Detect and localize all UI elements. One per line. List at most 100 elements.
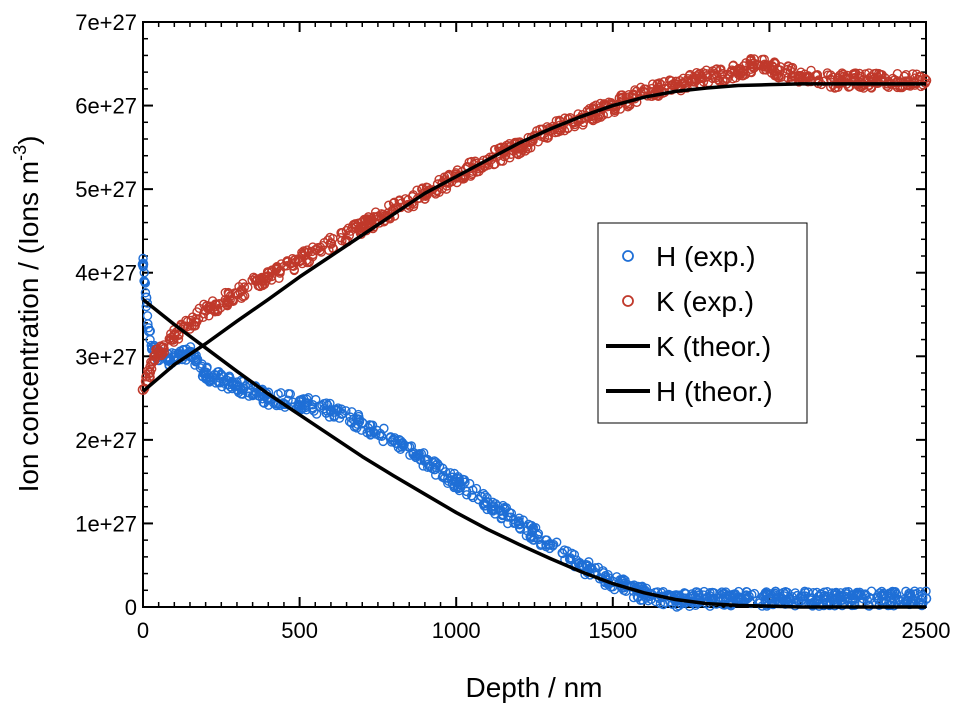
data-point (848, 69, 859, 79)
data-point (482, 492, 492, 503)
data-point (347, 407, 357, 417)
legend-items: H (exp.) K (exp.) K (theor.) H (theor.) (606, 241, 773, 407)
data-point (250, 276, 261, 286)
series-layer (137, 53, 932, 612)
data-point (354, 411, 364, 422)
series-k-exp (137, 53, 932, 396)
data-point (394, 196, 404, 206)
y-tick-label: 5e+27 (75, 177, 137, 202)
data-point (395, 444, 406, 455)
data-point (178, 345, 188, 355)
data-point (352, 423, 362, 433)
data-point (624, 90, 634, 100)
data-point (727, 65, 737, 75)
data-point (300, 247, 310, 257)
data-point (514, 513, 524, 523)
data-point (153, 349, 163, 360)
data-point (336, 409, 347, 419)
data-point (302, 394, 312, 405)
data-point (252, 274, 262, 285)
data-point (389, 433, 400, 443)
data-point (635, 595, 646, 606)
data-point (745, 55, 756, 65)
data-point (746, 67, 757, 78)
data-point (223, 380, 233, 390)
data-point (598, 110, 608, 120)
data-point (822, 68, 833, 78)
data-point (827, 588, 837, 598)
data-point (302, 257, 312, 268)
data-point (289, 264, 299, 275)
data-point (764, 60, 774, 70)
data-point (548, 539, 559, 550)
legend-label: H (theor.) (656, 376, 773, 407)
data-point (877, 70, 887, 80)
data-point (527, 525, 537, 535)
data-point (325, 232, 335, 243)
data-point (158, 342, 169, 352)
data-point (434, 461, 445, 472)
data-point (202, 363, 212, 374)
data-point (782, 64, 793, 75)
legend-marker (622, 250, 634, 262)
y-axis-title-close: ) (13, 136, 44, 145)
data-point (364, 215, 375, 225)
data-point (441, 184, 452, 194)
data-point (748, 63, 759, 73)
data-point (222, 375, 232, 386)
data-point (438, 471, 449, 481)
data-point (678, 78, 688, 89)
data-point (238, 389, 248, 399)
data-point (428, 457, 438, 468)
data-point (348, 219, 359, 230)
data-point (648, 79, 658, 89)
data-point (192, 354, 203, 365)
data-point (197, 361, 207, 372)
data-point (220, 287, 231, 298)
data-point (308, 400, 318, 410)
legend-item-k-theor: K (theor.) (606, 331, 771, 362)
y-tick-labels: 0 1e+27 2e+27 3e+27 4e+27 5e+27 6e+27 7e+27 (75, 10, 137, 620)
data-point (215, 303, 226, 313)
data-point (740, 594, 751, 605)
y-axis-title-superscript: -3 (10, 145, 30, 161)
data-point (882, 81, 892, 91)
x-axis-title: Depth / nm (466, 672, 603, 703)
data-point (293, 254, 303, 264)
legend-item-h-theor: H (theor.) (606, 376, 773, 407)
data-point (376, 431, 387, 442)
legend-label: H (exp.) (656, 241, 756, 272)
series-line-h-theor (141, 298, 926, 609)
data-point (490, 144, 500, 155)
data-point (489, 159, 499, 170)
legend-item-h-exp: H (exp.) (622, 241, 756, 272)
data-point (453, 483, 464, 494)
data-point (195, 363, 206, 373)
data-point (266, 271, 277, 282)
data-point (387, 435, 398, 446)
data-point (191, 314, 201, 324)
data-point (808, 600, 819, 610)
data-point (886, 587, 896, 598)
data-point (889, 587, 900, 598)
data-point (449, 468, 460, 479)
data-point (289, 255, 300, 265)
y-tick-label: 4e+27 (75, 261, 137, 286)
data-point (223, 287, 233, 298)
data-point (593, 113, 603, 123)
data-point (905, 81, 915, 91)
data-point (802, 72, 812, 83)
data-point (310, 394, 321, 405)
data-point (298, 394, 309, 404)
data-point (331, 404, 341, 415)
y-tick-label: 7e+27 (75, 10, 137, 35)
data-point (499, 502, 510, 513)
y-axis-title-main: Ion concentration / (Ions m (13, 161, 44, 493)
data-point (800, 588, 811, 598)
legend-marker (622, 295, 634, 307)
x-tick-label: 2000 (745, 618, 794, 643)
data-point (462, 490, 472, 500)
axis-ticks (142, 21, 927, 608)
data-point (838, 595, 848, 605)
